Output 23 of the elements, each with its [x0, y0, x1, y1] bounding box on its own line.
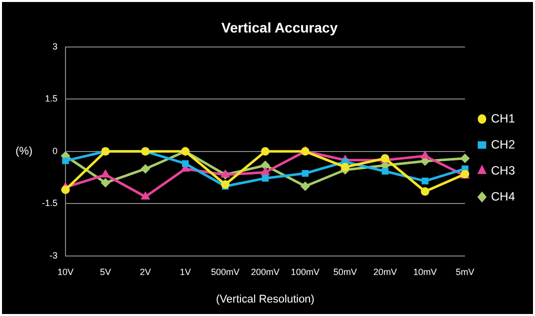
x-tick-label: 500mV	[211, 266, 240, 277]
legend-label: CH2	[490, 137, 516, 152]
y-tick-label: 1.5	[44, 94, 58, 104]
x-tick-label: 10V	[58, 266, 74, 277]
legend-label: CH3	[490, 163, 516, 178]
y-tick-label: 3	[52, 41, 58, 52]
x-tick-label: 50mV	[333, 266, 357, 277]
y-tick-label: -1.5	[42, 198, 58, 208]
x-tick-label: 100mV	[290, 266, 320, 277]
legend-label: CH1	[490, 111, 516, 126]
y-tick-label: -3	[49, 250, 58, 260]
y-axis-title: (%)	[15, 145, 33, 158]
x-tick-label: 200mV	[250, 266, 280, 277]
x-tick-label: 2V	[140, 266, 151, 277]
x-tick-label: 5V	[100, 266, 111, 277]
y-tick-label: 0	[52, 146, 58, 156]
x-tick-label: 20mV	[373, 266, 397, 277]
chart-title: Vertical Accuracy	[221, 19, 338, 36]
legend-label: CH4	[490, 189, 516, 204]
x-axis-title: (Vertical Resolution)	[216, 293, 314, 306]
x-tick-label: 10mV	[413, 266, 437, 277]
x-tick-label: 5mV	[456, 266, 474, 277]
x-tick-label: 1V	[180, 266, 191, 277]
